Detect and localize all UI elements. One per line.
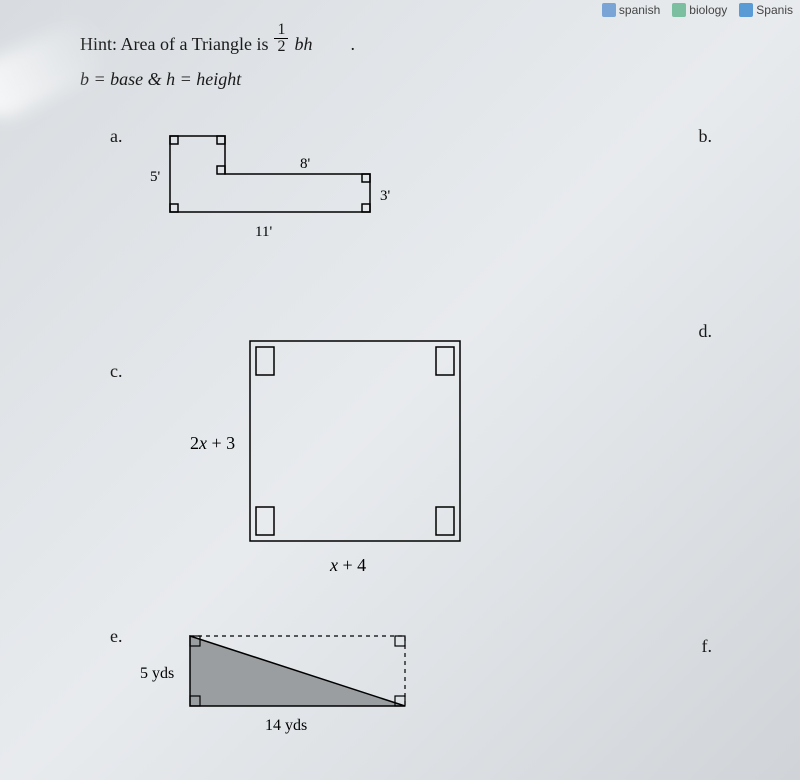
label-a: a. bbox=[110, 126, 123, 147]
fraction-half: 1 2 bbox=[274, 22, 288, 55]
bh-text: bh bbox=[294, 34, 312, 55]
fraction-denominator: 2 bbox=[274, 39, 288, 55]
tab-label: Spanis bbox=[756, 3, 793, 17]
tab-spanish[interactable]: spanish bbox=[599, 2, 663, 18]
tab-label: spanish bbox=[619, 3, 660, 17]
tab-color-icon bbox=[602, 3, 616, 17]
tab-color-icon bbox=[739, 3, 753, 17]
tab-biology[interactable]: biology bbox=[669, 2, 730, 18]
label-c: c. bbox=[110, 361, 123, 382]
label-b: b. bbox=[699, 126, 713, 147]
label-e: e. bbox=[110, 626, 123, 647]
hint-suffix: . bbox=[350, 34, 355, 55]
variable-legend: b = base & h = height bbox=[80, 69, 720, 90]
figure-c-shape: 2x + 3 x + 4 bbox=[190, 331, 510, 591]
tab-label: biology bbox=[689, 3, 727, 17]
label-d: d. bbox=[699, 321, 713, 342]
dim-top: 8' bbox=[300, 156, 311, 172]
dim-left-e: 5 yds bbox=[140, 665, 174, 682]
hint-line: Hint: Area of a Triangle is 1 2 bh . bbox=[80, 22, 720, 55]
hint-prefix: Hint: Area of a Triangle is bbox=[80, 34, 268, 55]
dim-right: 3' bbox=[380, 188, 391, 204]
dim-left-c: 2x + 3 bbox=[190, 433, 235, 453]
figure-e-shape: 5 yds 14 yds bbox=[140, 626, 440, 746]
dim-bottom-e: 14 yds bbox=[265, 717, 307, 734]
tab-spanish-2[interactable]: Spanis bbox=[736, 2, 796, 18]
dim-bottom-c: x + 4 bbox=[329, 555, 366, 575]
browser-tabs: spanish biology Spanis bbox=[599, 0, 800, 18]
label-f: f. bbox=[702, 636, 713, 657]
tab-color-icon bbox=[672, 3, 686, 17]
dim-bottom: 11' bbox=[255, 224, 272, 240]
fraction-numerator: 1 bbox=[274, 22, 288, 39]
figure-a-shape: 8' 5' 3' 11' bbox=[150, 126, 410, 256]
dim-left: 5' bbox=[150, 169, 161, 185]
